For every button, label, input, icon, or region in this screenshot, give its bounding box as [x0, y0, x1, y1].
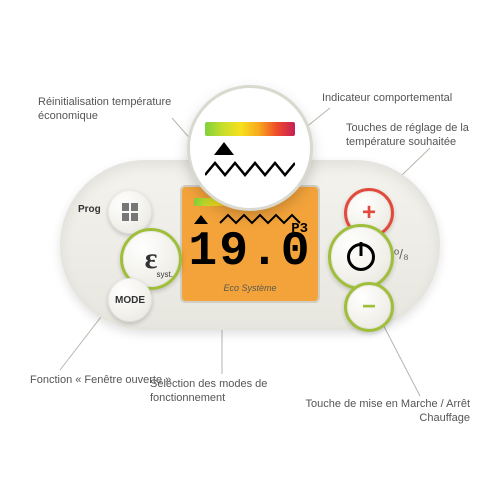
override-mark: º/₈ — [394, 246, 409, 262]
label-power: Touche de mise en Marche / Arrêt Chauffa… — [300, 398, 470, 426]
magnifier-lens — [190, 88, 310, 208]
program-indicator: P3 — [291, 221, 308, 237]
label-mode-sel: Sélection des modes de fonctionnement — [150, 378, 320, 406]
mode-button-label: MODE — [115, 295, 145, 306]
power-icon — [347, 243, 375, 271]
power-button[interactable] — [328, 224, 394, 290]
plus-icon: + — [362, 201, 376, 225]
temp-down-button[interactable]: − — [344, 282, 394, 332]
brand-text: Eco Système — [186, 279, 314, 297]
label-reset-eco: Réinitialisation température économique — [38, 96, 208, 124]
minus-icon: − — [362, 295, 376, 319]
lens-up-triangle-icon — [214, 142, 234, 155]
epsilon-icon: ε — [145, 242, 158, 276]
label-indicator: Indicateur comportemental — [322, 92, 452, 106]
lcd-main: P3 19.0 — [186, 225, 314, 279]
up-triangle-icon — [194, 215, 208, 224]
eco-subscript: syst. — [157, 270, 173, 279]
mode-button[interactable]: MODE — [108, 278, 152, 322]
window-icon — [122, 203, 138, 221]
lens-gradient-bar — [205, 122, 295, 136]
label-adjust: Touches de réglage de la température sou… — [346, 122, 500, 150]
prog-button-label: Prog — [78, 204, 101, 215]
lens-heating-wave-icon — [205, 161, 295, 177]
diagram-canvas: Réinitialisation température économique … — [0, 0, 500, 500]
